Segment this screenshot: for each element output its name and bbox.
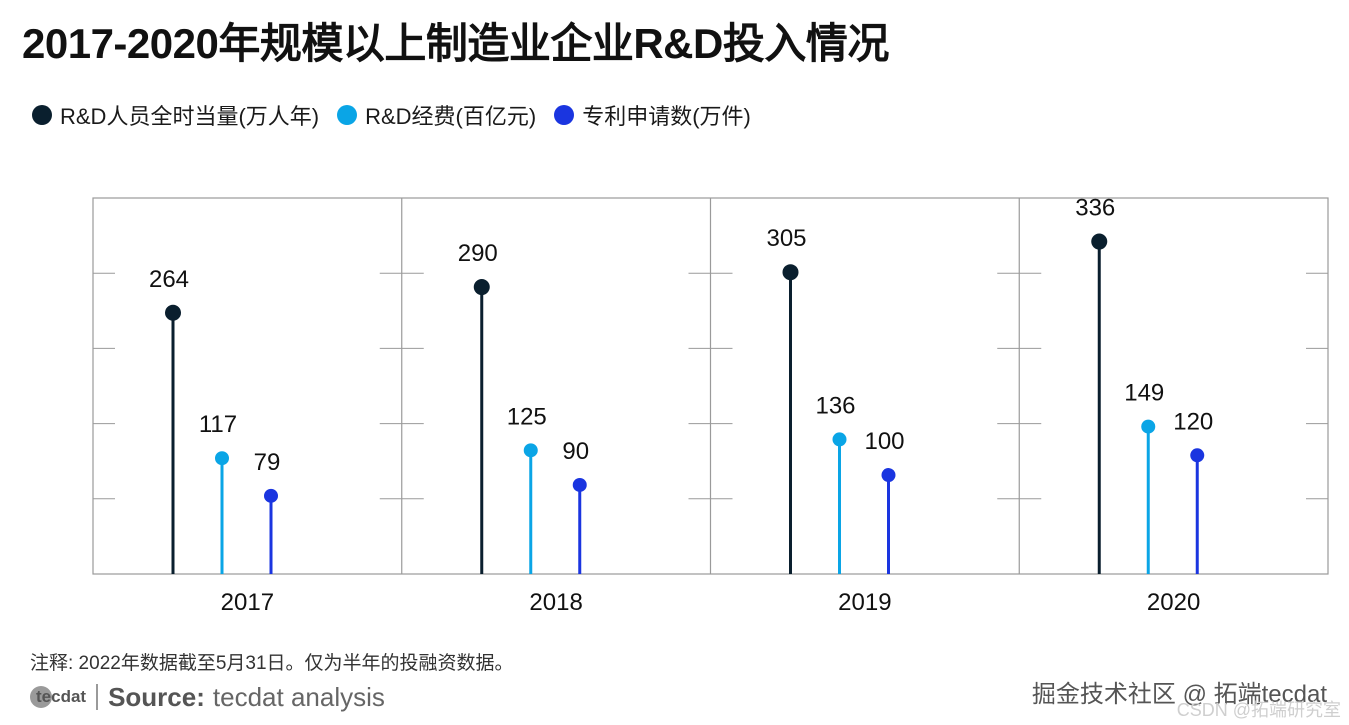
legend-label-funding: R&D经费(百亿元) — [365, 104, 537, 129]
chart-title: 2017-2020年规模以上制造业企业R&D投入情况 — [22, 20, 889, 67]
data-label: 305 — [766, 225, 806, 252]
lollipop-chart: 2017 264 117 79 2018 290 125 90 2019 305 136 100 202… — [92, 195, 1329, 616]
footnote: 注释: 2022年数据截至5月31日。仅为半年的投融资数据。 — [30, 653, 514, 674]
legend-dot-personnel — [32, 105, 52, 125]
watermark-csdn: CSDN @拓端研究室 — [1176, 700, 1341, 720]
x-tick-label: 2018 — [529, 589, 582, 616]
data-label: 336 — [1075, 195, 1115, 222]
data-label: 264 — [149, 266, 189, 293]
legend-item-funding: R&D经费(百亿元) — [337, 99, 536, 131]
data-label: 290 — [458, 240, 498, 267]
data-label: 136 — [815, 392, 855, 419]
source-text: tecdat analysis — [212, 681, 385, 712]
data-label: 149 — [1124, 380, 1164, 407]
legend-dot-patents — [554, 105, 575, 125]
legend-label-personnel: R&D人员全时当量(万人年) — [60, 104, 320, 129]
lollipop-marker — [1190, 448, 1205, 463]
watermark: 掘金技术社区 @ 拓端tecdat — [1031, 681, 1327, 708]
legend-label-patents: 专利申请数(万件) — [582, 104, 751, 129]
lollipop-marker — [881, 468, 896, 483]
lollipop-marker — [1141, 419, 1156, 434]
chart-legend: R&D人员全时当量(万人年) R&D经费(百亿元) 专利申请数(万件) — [32, 98, 769, 132]
lollipop-marker — [572, 477, 587, 492]
legend-item-personnel: R&D人员全时当量(万人年) — [32, 99, 319, 131]
lollipop-marker — [264, 488, 278, 503]
data-label: 125 — [507, 403, 547, 430]
x-tick-label: 2020 — [1147, 589, 1200, 616]
legend-item-patents: 专利申请数(万件) — [554, 99, 751, 131]
data-label: 90 — [562, 438, 589, 465]
x-tick-label: 2017 — [221, 589, 274, 616]
lollipop-marker — [473, 279, 490, 296]
x-tick-label: 2019 — [838, 589, 891, 616]
lollipop-marker — [523, 443, 538, 458]
legend-dot-funding — [337, 105, 358, 125]
logo-mark-icon — [30, 686, 52, 708]
source-row: tecdat Source: tecdat analysis — [30, 680, 385, 714]
lollipop-marker — [832, 432, 847, 447]
lollipop-marker — [782, 264, 799, 281]
lollipop-marker — [165, 304, 181, 321]
data-label: 117 — [199, 411, 237, 438]
data-label: 79 — [254, 449, 281, 476]
lollipop-marker — [215, 451, 229, 466]
lollipop-marker — [1091, 233, 1108, 250]
data-label: 100 — [864, 428, 904, 455]
source-label: Source: — [108, 681, 205, 712]
data-label: 120 — [1173, 408, 1213, 435]
tecdat-logo: tecdat — [30, 684, 99, 710]
logo-text: tecdat — [36, 687, 87, 706]
